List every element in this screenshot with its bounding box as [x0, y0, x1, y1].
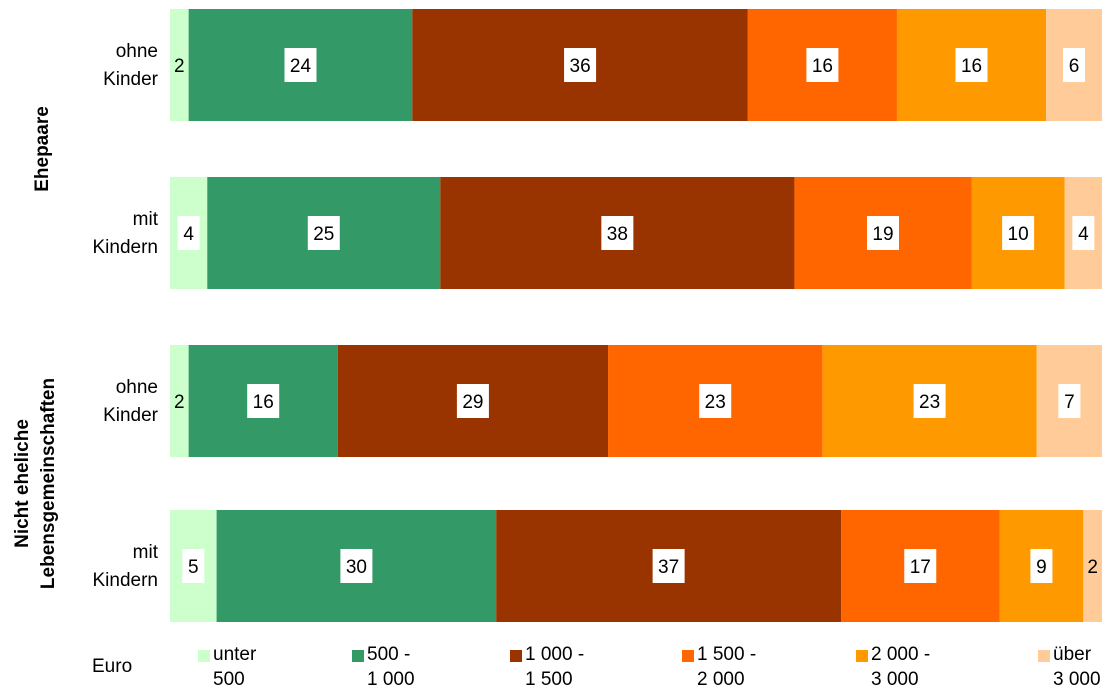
legend-swatch [198, 650, 210, 662]
legend-label: 1 000 - 1 500 [525, 644, 585, 690]
legend-swatch [1038, 650, 1050, 662]
data-label-box [955, 48, 988, 82]
data-label: 2 [174, 392, 185, 413]
category-labels-layer: ohne Kinder mit Kindern ohne Kinder mit Kindern [93, 41, 159, 591]
legend-swatch [682, 650, 694, 662]
bar-segment [1083, 510, 1102, 622]
data-label: 23 [919, 392, 940, 413]
data-label: 24 [290, 56, 312, 77]
data-label: 2 [1087, 557, 1098, 578]
data-label: 7 [1064, 392, 1075, 413]
data-label-box [1072, 216, 1095, 250]
legend-label: über 3 000 [1053, 644, 1101, 690]
legend-label: 2 000 - 3 000 [871, 644, 931, 690]
bar-segment [170, 9, 189, 121]
bar-segment [170, 345, 189, 457]
data-label: 5 [188, 557, 199, 578]
data-label-box [307, 216, 340, 250]
legend-label: 500 - 1 000 [367, 644, 415, 690]
data-label: 36 [570, 56, 591, 77]
data-label: 30 [346, 557, 367, 578]
data-label: 38 [607, 224, 628, 245]
data-label: 16 [812, 56, 833, 77]
data-label: 16 [253, 392, 274, 413]
data-label: 4 [183, 224, 194, 245]
group-labels-layer: Ehepaare Nicht eheliche Lebensgemeinschaft… [12, 106, 59, 589]
data-label-box [806, 48, 839, 82]
data-label: 4 [1078, 224, 1089, 245]
legend: Euro unter 500 500 - 1 000 1 000 - 1 500 1 … [0, 636, 1111, 693]
data-label: 25 [313, 224, 334, 245]
data-label-box [564, 48, 597, 82]
category-label: mit Kindern [93, 209, 159, 258]
data-label: 16 [961, 56, 982, 77]
legend-unit-label: Euro [92, 656, 133, 677]
data-label: 6 [1069, 56, 1080, 77]
data-label-box [340, 549, 373, 583]
data-label-box [177, 216, 200, 250]
data-label-box [1058, 384, 1081, 418]
data-label-box [652, 549, 685, 583]
data-label: 2 [174, 56, 185, 77]
data-label: 10 [1008, 224, 1029, 245]
data-label-box [601, 216, 634, 250]
data-label: 23 [705, 392, 726, 413]
data-label-box [247, 384, 280, 418]
data-label-box [866, 216, 899, 250]
bars-layer [170, 9, 1102, 622]
data-label: 17 [910, 557, 931, 578]
data-label-box [913, 384, 946, 418]
group-label: Nicht eheliche Lebensgemeinschaften [12, 378, 59, 589]
data-label: 37 [658, 557, 679, 578]
data-label-box [284, 48, 317, 82]
legend-label: unter 500 [213, 644, 257, 690]
data-label-box [456, 384, 489, 418]
legend-swatch [856, 650, 868, 662]
category-label: mit Kindern [93, 542, 159, 591]
data-label: 19 [872, 224, 893, 245]
legend-label: 1 500 - 2 000 [697, 644, 757, 690]
data-label-box [182, 549, 205, 583]
data-label-box [1030, 549, 1053, 583]
data-label: 9 [1036, 557, 1047, 578]
category-label: ohne Kinder [103, 41, 159, 90]
legend-swatch [510, 650, 522, 662]
data-label-box [699, 384, 732, 418]
data-labels-layer: 2 24 36 16 16 6 4 25 38 19 10 4 2 16 29 23 23 7 5 30 37 17 9 2 [174, 48, 1098, 583]
group-label: Ehepaare [32, 106, 53, 192]
data-label-box [1063, 48, 1086, 82]
legend-swatch [352, 650, 364, 662]
data-label-box [1002, 216, 1035, 250]
data-label-box [904, 549, 937, 583]
category-label: ohne Kinder [103, 377, 159, 426]
data-label: 29 [462, 392, 483, 413]
